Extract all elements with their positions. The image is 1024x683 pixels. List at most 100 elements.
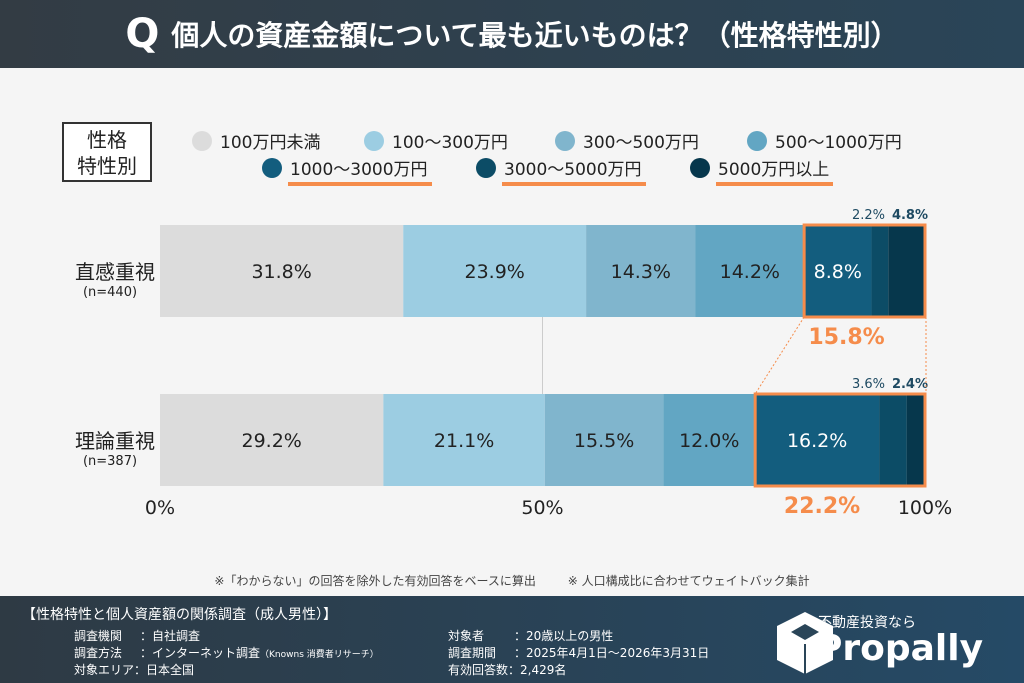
info-value: ：日本全国 [134,663,195,677]
row-label-logical: 理論重視 (n=387) [15,425,155,469]
small-value-label: 4.8% [892,208,928,223]
highlight-total-label: 22.2% [784,494,860,519]
info-target: 対象者 ：20歳以上の男性 [448,627,613,644]
stacked-bar-chart: 31.8% 23.9% 14.3% 14.2% 8.8% 15.8% 2.2% 4.8% 29.… [145,208,952,519]
legend-item: 5000万円以上 [690,155,834,186]
legend-swatch [262,157,282,178]
info-value: ：2,429名 [508,663,567,677]
legend-heading-line1: 性格 [87,128,127,152]
bar-value-label: 23.9% [465,261,525,283]
legend-swatch [364,130,384,151]
bar-segment [160,225,404,317]
legend-item: 100～300万円 [364,128,508,153]
x-tick-label: 100% [898,497,952,519]
bar-value-label: 21.1% [434,430,494,452]
legend-swatch [690,157,710,178]
info-agency: 調査機関 ：自社調査 [74,627,200,644]
note-weighting: ※ 人口構成比に合わせてウェイトバック集計 [567,574,810,588]
legend-label: 300～500万円 [583,133,699,153]
survey-title: 【性格特性と個人資産額の関係調査（成人男性）】 [22,607,337,623]
legend-heading-line2: 特性別 [77,154,137,178]
info-key: 調査機関 [74,629,123,643]
bar-segment [906,394,925,486]
bar-segment [663,394,756,486]
info-value: ：2025年4月1日～2026年3月31日 [514,646,710,660]
legend-highlight-underline [502,182,646,186]
bar-segment [755,394,880,486]
propally-logo-icon [777,612,833,674]
small-value-label: 2.4% [892,377,928,392]
logo-wordmark: Propally [816,628,984,669]
info-area: 対象エリア：日本全国 [74,661,194,678]
legend-item: 300～500万円 [555,128,699,153]
legend-label: 100万円未満 [220,133,321,153]
bar-value-label: 29.2% [242,430,302,452]
small-value-label: 3.6% [852,377,885,392]
bar-segment [160,394,384,486]
legend-swatch [192,130,212,151]
bar-value-label: 8.8% [814,261,862,283]
legend-label: 100～300万円 [392,133,508,153]
bar-segment [695,225,805,317]
logo-tagline: 不動産投資なら [818,615,916,631]
legend-heading: 性格 特性別 [62,122,152,182]
note-exclusion: ※「わからない」の回答を除外した有効回答をベースに算出 [214,574,536,588]
info-key: 調査方法 [74,646,123,660]
x-tick-label: 0% [145,497,175,519]
bar-segment [383,394,545,486]
legend-swatch [747,130,767,151]
q-mark: Q [125,11,160,57]
x-tick-label: 50% [521,497,563,519]
legend-highlight-underline [716,182,834,186]
bar-segment [804,225,872,317]
bar-value-label: 31.8% [251,261,311,283]
legend-item: 100万円未満 [192,128,320,153]
sample-size: (n=440) [82,285,138,300]
header-banner: Q 個人の資産金額について最も近いものは？（性格特性別） [0,0,1024,68]
sample-size: (n=387) [82,454,138,469]
connector-line [754,316,805,395]
legend-item: 3000～5000万円 [476,155,646,186]
bar-segment [544,394,664,486]
highlight-total-label: 15.8% [808,325,884,350]
legend-label: 5000万円以上 [718,160,830,180]
info-responses: 有効回答数：2,429名 [448,661,566,678]
legend-swatch [476,157,496,178]
bar-value-label: 12.0% [679,430,739,452]
info-key: 対象エリア [74,663,135,677]
bar-value-label: 14.2% [720,261,780,283]
info-key: 対象者 [448,629,485,643]
footnote: ※「わからない」の回答を除外した有効回答をベースに算出 ※ 人口構成比に合わせて… [0,572,1024,589]
highlight-box [802,223,927,319]
info-value: ：インターネット調査 [140,646,261,660]
legend-label: 3000～5000万円 [504,160,642,180]
row-label-intuitive: 直感重視 (n=440) [15,256,155,300]
category-name: 理論重視 [75,429,155,453]
info-period: 調査期間 ：2025年4月1日～2026年3月31日 [448,644,709,661]
bar-segment [586,225,696,317]
legend-swatch [555,130,575,151]
survey-info-footer: 【性格特性と個人資産額の関係調査（成人男性）】 調査機関 ：自社調査 調査方法 ：イ… [0,596,1024,683]
bar-value-label: 14.3% [611,261,671,283]
legend-item: 1000～3000万円 [262,155,432,186]
info-value: ：20歳以上の男性 [514,629,614,643]
bar-value-label: 16.2% [787,430,847,452]
page-title: 個人の資産金額について最も近いものは？（性格特性別） [171,19,899,52]
info-value: ：自社調査 [140,629,201,643]
category-name: 直感重視 [75,260,155,284]
bar-segment [879,394,907,486]
info-key: 有効回答数 [448,663,509,677]
info-sub: （Knowns 消費者リサーチ） [260,650,379,660]
legend-highlight-underline [288,182,432,186]
highlight-box [753,392,927,488]
legend-label: 1000～3000万円 [290,160,428,180]
info-method: 調査方法 ：インターネット調査（Knowns 消費者リサーチ） [74,644,379,661]
bar-segment [888,225,925,317]
info-key: 調査期間 [448,646,497,660]
legend-item: 500～1000万円 [747,128,902,153]
bar-segment [871,225,889,317]
bar-segment [403,225,587,317]
bar-value-label: 15.5% [574,430,634,452]
small-value-label: 2.2% [852,208,885,223]
legend-label: 500～1000万円 [775,133,902,153]
